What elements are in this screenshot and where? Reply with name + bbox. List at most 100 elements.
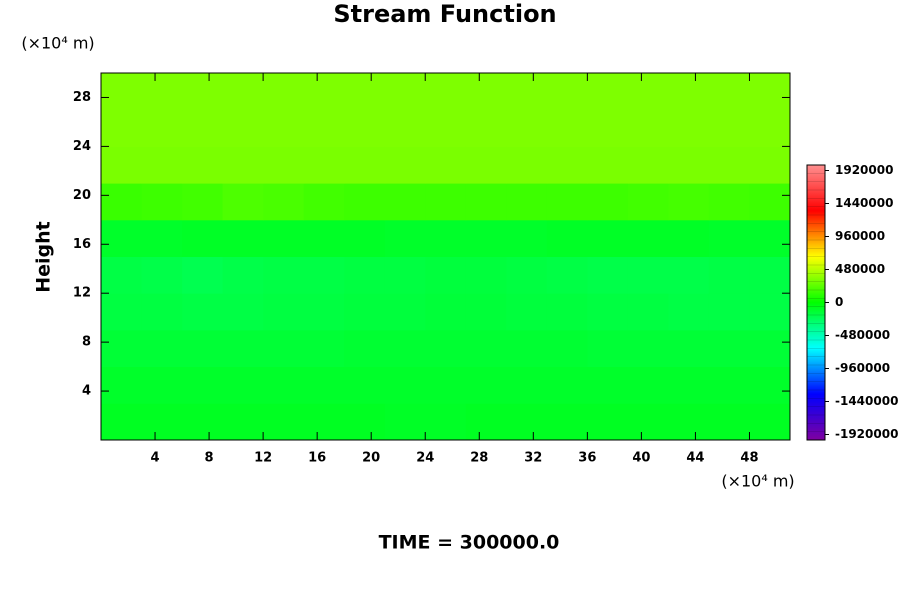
cell (344, 219, 386, 257)
cell (141, 73, 183, 111)
cell (141, 366, 183, 404)
cell (222, 183, 264, 221)
cell (384, 366, 426, 404)
cell (182, 73, 224, 111)
cell (141, 183, 183, 221)
cell (668, 109, 710, 147)
y-tick-label: 4 (82, 384, 91, 399)
y-tick-label: 12 (73, 286, 91, 301)
cell (465, 403, 507, 441)
cell (263, 329, 305, 368)
cell (303, 109, 345, 147)
cell (182, 329, 224, 368)
cell (749, 109, 791, 147)
cell (101, 293, 143, 331)
cell (506, 219, 548, 257)
cell (303, 219, 345, 257)
x-tick-label: 8 (205, 451, 214, 466)
cell (749, 256, 791, 294)
cell (668, 183, 710, 221)
cell (141, 329, 183, 368)
cell (425, 109, 467, 147)
cell (465, 109, 507, 147)
cell (546, 329, 588, 368)
cell (465, 183, 507, 221)
cell (263, 403, 305, 441)
x-tick-label: 36 (578, 451, 596, 466)
cell (344, 329, 386, 368)
cell (384, 403, 426, 441)
cell (627, 403, 669, 441)
cell (546, 183, 588, 221)
x-tick-label: 28 (470, 451, 488, 466)
cell (425, 73, 467, 111)
cell (263, 293, 305, 331)
cell (425, 403, 467, 441)
cell (384, 183, 426, 221)
cell (344, 109, 386, 147)
cell (668, 329, 710, 368)
cell (384, 146, 426, 184)
cell (627, 256, 669, 294)
cell (668, 366, 710, 404)
x-tick-label: 20 (362, 451, 380, 466)
cell (101, 256, 143, 294)
cell (506, 403, 548, 441)
cell (141, 219, 183, 257)
cell (506, 256, 548, 294)
colorbar-tick-label: 1920000 (835, 163, 893, 177)
cell (222, 329, 264, 368)
y-tick-label: 8 (82, 335, 91, 350)
cell (384, 293, 426, 331)
cell (708, 109, 750, 147)
x-unit: (×10⁴ m) (721, 472, 794, 491)
cell (263, 73, 305, 111)
cell (506, 73, 548, 111)
cell (141, 109, 183, 147)
cell (263, 146, 305, 184)
cell (749, 366, 791, 404)
cell (303, 256, 345, 294)
cell (344, 366, 386, 404)
cell (222, 219, 264, 257)
cell (546, 109, 588, 147)
cell (587, 366, 629, 404)
cell (587, 256, 629, 294)
cell (263, 109, 305, 147)
cell (303, 146, 345, 184)
cell (263, 366, 305, 404)
cell (506, 293, 548, 331)
chart-title: Stream Function (333, 0, 556, 28)
cell (101, 73, 143, 111)
cell (465, 73, 507, 111)
cell (546, 146, 588, 184)
colorbar (806, 164, 826, 441)
cell (546, 366, 588, 404)
cell (303, 73, 345, 111)
x-tick-label: 32 (524, 451, 542, 466)
cell (182, 403, 224, 441)
cell (101, 146, 143, 184)
cell (506, 329, 548, 368)
cell (668, 219, 710, 257)
cell (344, 293, 386, 331)
cell (506, 146, 548, 184)
cell (708, 329, 750, 368)
cell (506, 183, 548, 221)
cell (303, 403, 345, 441)
cell (627, 219, 669, 257)
colorbar-tick-label: 960000 (835, 229, 885, 243)
cell (425, 366, 467, 404)
cell (344, 183, 386, 221)
cell (263, 256, 305, 294)
cell (384, 109, 426, 147)
colorbar-tick-label: 480000 (835, 262, 885, 276)
cell (627, 146, 669, 184)
cell (587, 73, 629, 111)
cell (344, 73, 386, 111)
cell (182, 109, 224, 147)
cell (708, 146, 750, 184)
cell (425, 256, 467, 294)
x-tick-label: 44 (686, 451, 704, 466)
